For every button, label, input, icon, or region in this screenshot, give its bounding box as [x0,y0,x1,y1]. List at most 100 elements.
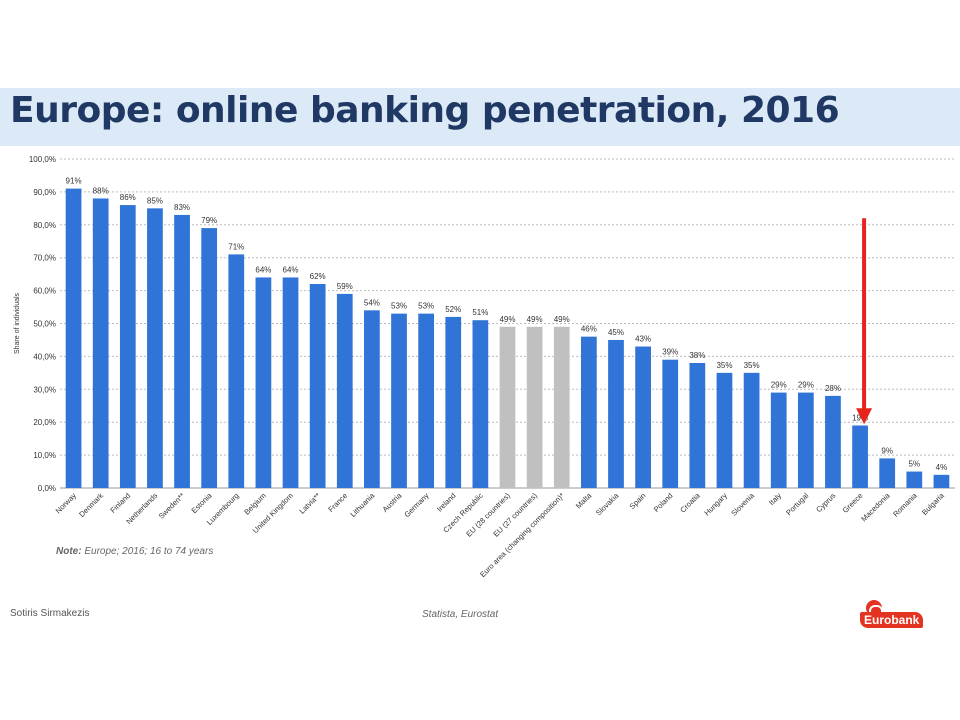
x-tick-label: Croatia [678,490,702,514]
bar [472,320,489,488]
bar [147,208,163,488]
x-tick-label: Denmark [77,491,105,519]
x-tick-label: Austria [381,490,404,513]
bar [282,277,299,488]
bar [689,362,706,488]
x-tick-label: France [326,491,349,514]
bar [418,313,435,488]
data-label: 91% [66,177,82,186]
x-tick-label: Latvia** [297,491,322,516]
bar [391,313,407,488]
data-label: 52% [445,305,461,314]
y-axis-label: Share of individuals [14,292,21,354]
data-label: 49% [499,315,515,324]
x-tick-label: Bulgaria [920,490,946,516]
data-label: 35% [716,361,732,370]
data-label: 5% [909,460,921,469]
bar [309,284,326,488]
data-label: 64% [283,265,299,274]
chart-note: Note: Europe; 2016; 16 to 74 years [56,546,213,557]
x-tick-label: Spain [628,491,648,511]
data-label: 64% [255,265,271,274]
data-label: 83% [174,203,190,212]
data-label: 59% [337,282,353,291]
author-name: Sotiris Sirmakezis [10,608,90,619]
x-tick-label: Estonia [190,490,215,515]
x-tick-label: Ireland [435,491,458,514]
x-tick-label: Macedonia [859,490,892,523]
bar [228,254,245,488]
x-tick-label: Cyprus [814,491,837,514]
annotation-arrow-head [856,408,873,425]
x-tick-label: Greece [841,491,865,515]
bar [119,205,136,488]
bar [445,316,462,488]
bar [65,188,82,489]
x-tick-label: Hungary [702,491,729,518]
y-tick-label: 60,0% [33,287,56,296]
data-label: 4% [936,463,948,472]
x-tick-label: Malta [574,490,594,510]
data-label: 35% [744,361,760,370]
data-label: 51% [472,308,488,317]
x-tick-label: Slovenia [729,490,756,517]
y-tick-label: 20,0% [33,418,56,427]
data-label: 53% [391,302,407,311]
x-tick-label: Finland [108,491,132,515]
data-label: 54% [364,298,380,307]
x-tick-label: Poland [652,491,675,514]
bar [92,198,109,489]
source-text: Statista, Eurostat [422,609,499,620]
data-label: 62% [310,272,326,281]
y-tick-label: 90,0% [33,188,56,197]
y-tick-label: 50,0% [33,320,56,329]
data-label: 85% [147,196,163,205]
page-title: Europe: online banking penetration, 2016 [10,90,840,131]
bar [499,326,516,488]
x-tick-label: Sweden** [157,491,187,521]
bar [770,392,787,488]
data-label: 29% [771,381,787,390]
y-tick-label: 10,0% [33,451,56,460]
bar [526,326,543,488]
bar [716,372,733,488]
y-tick-label: 80,0% [33,221,56,230]
x-tick-label: Norway [54,491,79,516]
bar [852,425,868,488]
bar [255,277,272,488]
bar [743,372,760,488]
data-label: 43% [635,335,651,344]
x-tick-label: Italy [767,491,783,507]
bar [797,392,814,488]
bar [553,326,570,488]
x-tick-label: Romania [891,490,919,518]
bar [879,458,896,488]
data-label: 53% [418,302,434,311]
y-tick-label: 30,0% [33,385,56,394]
bar [174,214,190,488]
data-label: 38% [689,351,705,360]
note-text: Europe; 2016; 16 to 74 years [84,546,214,557]
data-label: 28% [825,384,841,393]
bar [580,336,597,488]
bar [608,339,624,488]
data-label: 46% [581,325,597,334]
x-tick-label: Belgium [242,491,268,517]
bar [933,474,950,488]
y-tick-label: 0,0% [38,484,56,493]
data-label: 9% [881,446,893,455]
bar-chart: 0,0% 10,0% 20,0% 30,0% 40,0% 50,0% 60,0% 70,0% 8… [14,155,955,579]
data-label: 19% [852,413,868,422]
data-label: 79% [201,216,217,225]
x-tick-label: Portugal [784,491,810,517]
data-label: 29% [798,381,814,390]
note-label: Note: [56,546,82,557]
data-label: 88% [93,186,109,195]
bar [662,359,679,488]
data-label: 49% [554,315,570,324]
x-tick-label: Germany [402,491,430,519]
data-label: 39% [662,348,678,357]
eurobank-logo-text: Eurobank [860,612,924,628]
data-label: 49% [527,315,543,324]
bar [635,346,651,488]
